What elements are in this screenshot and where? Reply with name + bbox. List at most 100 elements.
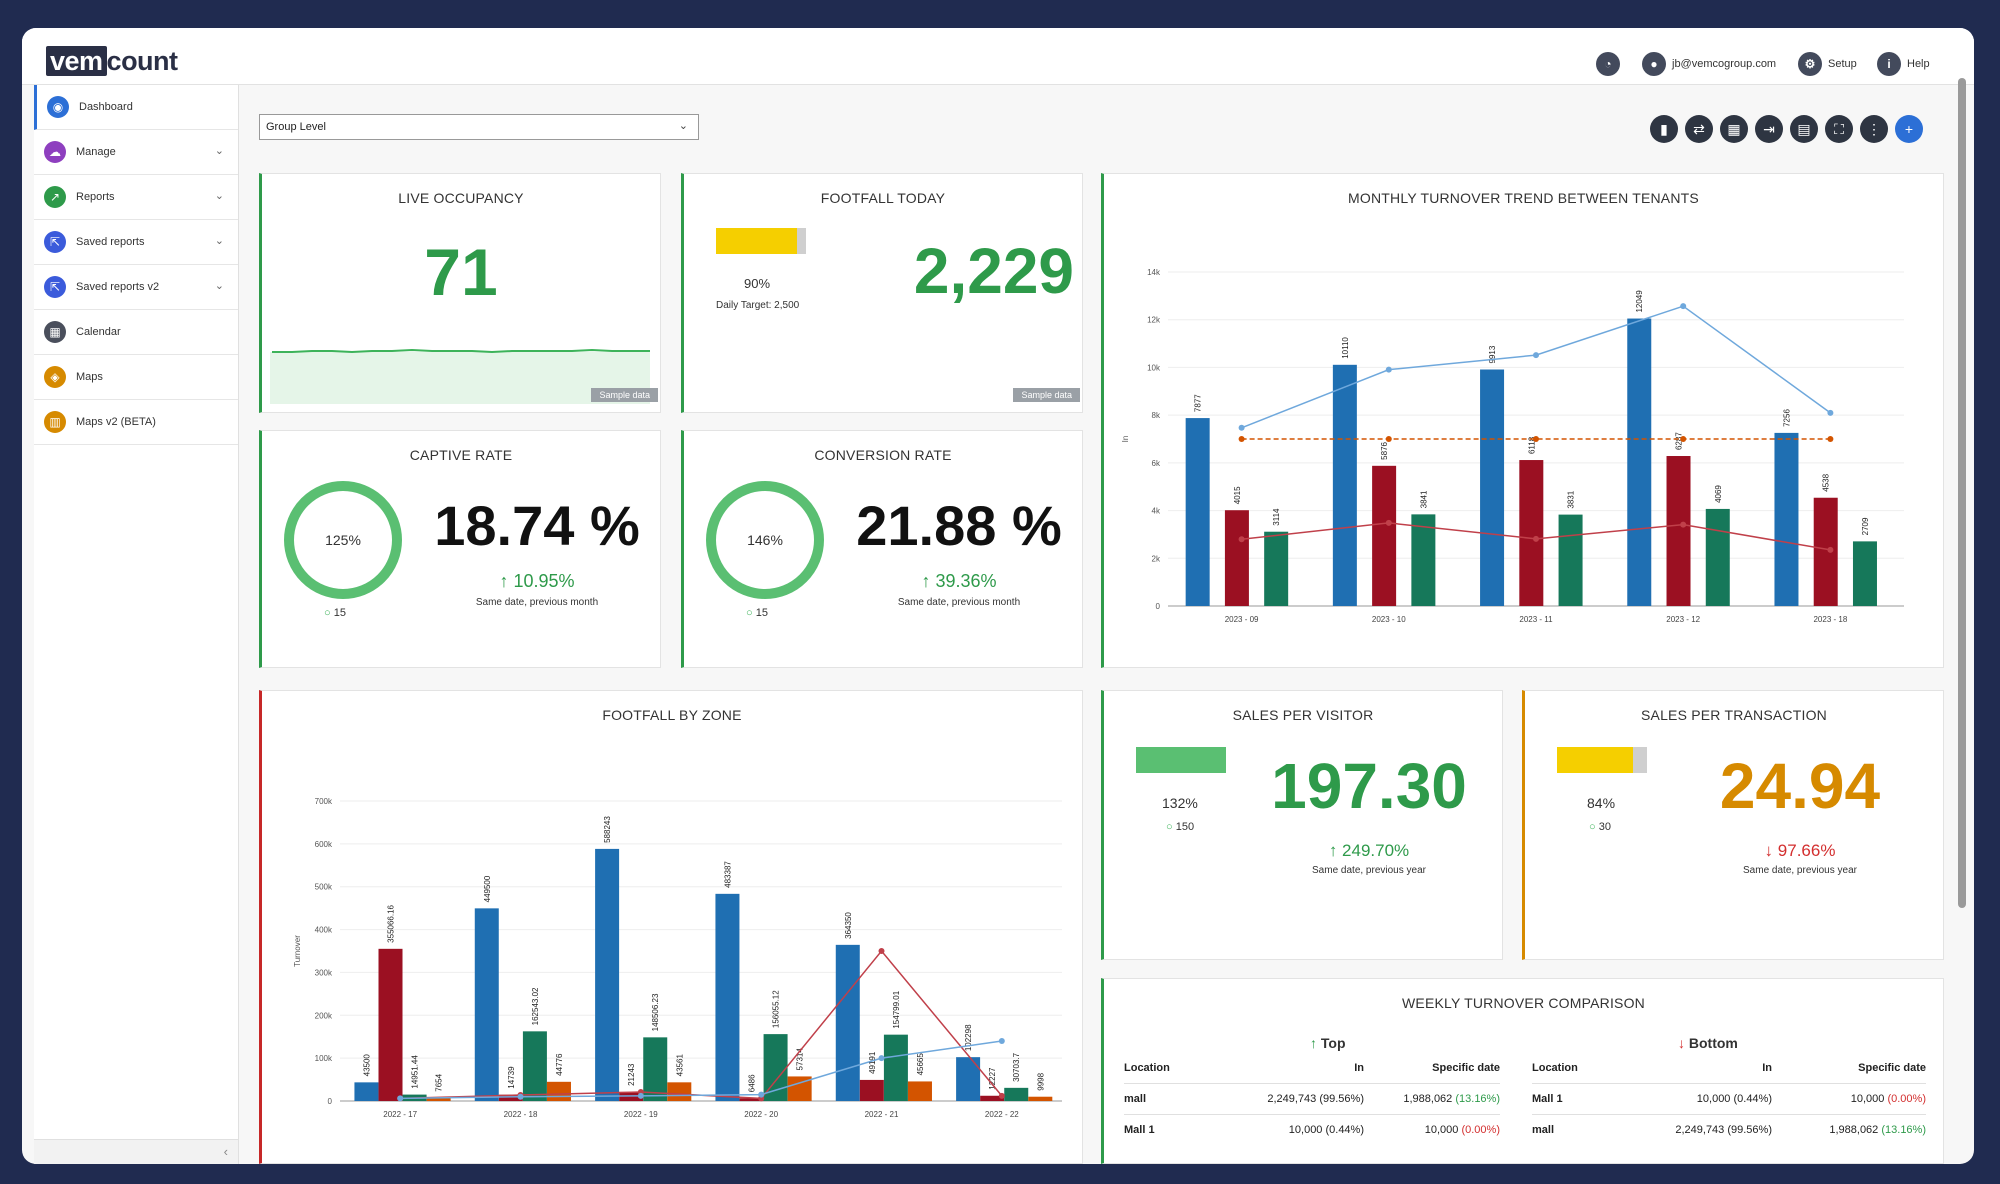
line-point [1238, 536, 1245, 543]
bar-zone-a [835, 944, 860, 1101]
sidebar-item-reports[interactable]: ↗ Reports ⌄ [34, 175, 238, 220]
bar-tenant-c [1852, 541, 1877, 606]
line-point [517, 1093, 524, 1100]
sidebar-item-saved-reports-v2[interactable]: ⇱ Saved reports v2 ⌄ [34, 265, 238, 310]
spv-value: 197.30 [1271, 750, 1467, 822]
sidebar-item-maps[interactable]: ◈ Maps [34, 355, 238, 400]
arrow-down-icon: ↓ [1678, 1035, 1685, 1051]
more-button[interactable]: ⋮ [1860, 115, 1888, 143]
spv-progress-fill [1136, 747, 1226, 773]
add-widget-button[interactable]: + [1895, 115, 1923, 143]
data-label: 162543.02 [531, 987, 540, 1025]
page-scrollbar[interactable] [1958, 68, 1966, 1118]
top-bar: vem count ◔ ● jb@vemcogroup.com ⚙ Setup i He… [22, 28, 1974, 85]
cell-in: 10,000 (0.44%) [1696, 1093, 1772, 1105]
sidebar-item-saved-reports[interactable]: ⇱ Saved reports ⌄ [34, 220, 238, 265]
setup-label: Setup [1828, 58, 1857, 70]
y-tick-label: 300k [315, 968, 333, 977]
sidebar-item-label: Reports [76, 191, 115, 203]
captive-ring-sub-value: 15 [333, 607, 346, 619]
card-title: FOOTFALL BY ZONE [602, 707, 742, 723]
spt-value: 24.94 [1719, 750, 1881, 822]
data-label: 3841 [1419, 490, 1428, 508]
setup-button[interactable]: ⚙ Setup [1798, 52, 1857, 76]
map-icon: ◈ [44, 366, 66, 388]
notifications-button[interactable]: ◔ [1596, 52, 1626, 76]
footfall-progress-track [716, 228, 806, 254]
circle-icon: ○ [746, 607, 753, 619]
logo[interactable]: vem count [46, 46, 178, 77]
fullscreen-button[interactable]: ⛶ [1825, 115, 1853, 143]
spv-percent: 132% [1162, 795, 1198, 811]
bar-tenant-a [1774, 432, 1799, 606]
bar-tenant-c [1411, 514, 1436, 606]
line-point [1533, 535, 1539, 542]
bar-zone-c [883, 1034, 908, 1101]
col-specific-date: Specific date [1432, 1062, 1500, 1074]
data-label: 148506.23 [651, 993, 660, 1031]
card-title: MONTHLY TURNOVER TREND BETWEEN TENANTS [1348, 190, 1699, 206]
bar-tenant-b [1224, 510, 1249, 606]
user-menu[interactable]: ● jb@vemcogroup.com [1642, 52, 1776, 76]
cell-sd-value: 10,000 [1424, 1124, 1459, 1136]
bar-tenant-a [1480, 369, 1505, 606]
sidebar-item-label: Calendar [76, 326, 121, 338]
bar-zone-c [1004, 1087, 1029, 1101]
group-level-select[interactable]: Group Level ⌄ [259, 114, 699, 140]
sidebar-collapse[interactable]: ‹ [34, 1139, 238, 1164]
data-label: 6287 [1675, 432, 1684, 450]
sidebar-item-dashboard[interactable]: ◉ Dashboard [34, 85, 238, 130]
col-location: Location [1532, 1062, 1578, 1074]
swap-icon: ⇄ [1693, 120, 1705, 137]
calendar-button[interactable]: ▦ [1720, 115, 1748, 143]
sidebar-item-calendar[interactable]: ▦ Calendar [34, 310, 238, 355]
data-label: 14739 [507, 1066, 516, 1089]
swap-button[interactable]: ⇄ [1685, 115, 1713, 143]
line-point [1238, 436, 1245, 442]
cell-sd-pct: (13.16%) [1881, 1124, 1926, 1136]
line-point [1385, 436, 1392, 442]
line-point [998, 1092, 1005, 1099]
chart-icon: ↗ [44, 186, 66, 208]
x-tick-label: 2023 - 18 [1813, 615, 1847, 624]
export-icon: ⇥ [1763, 120, 1775, 137]
line-point [1385, 366, 1392, 373]
occupancy-value: 71 [424, 235, 498, 309]
help-button[interactable]: i Help [1877, 52, 1930, 76]
bar-zone-b [739, 1098, 764, 1101]
x-tick-label: 2023 - 10 [1372, 615, 1406, 624]
sidebar-item-label: Maps v2 (BETA) [76, 416, 156, 428]
line-point [1533, 436, 1539, 442]
x-tick-label: 2022 - 19 [624, 1110, 658, 1119]
clipboard-button[interactable]: ▮ [1650, 115, 1678, 143]
footfall-value: 2,229 [913, 235, 1074, 307]
sidebar-item-maps-v2[interactable]: ▥ Maps v2 (BETA) [34, 400, 238, 445]
bar-zone-c [522, 1031, 547, 1101]
export-button[interactable]: ⇥ [1755, 115, 1783, 143]
y-tick-label: 400k [315, 926, 333, 935]
bar-zone-d [907, 1081, 932, 1101]
chevron-down-icon: ⌄ [214, 190, 224, 202]
globe-icon: ◔ [1596, 52, 1620, 76]
cell-sd-value: 1,988,062 [1829, 1124, 1879, 1136]
y-tick-label: 14k [1147, 268, 1161, 277]
data-label: 4538 [1822, 473, 1831, 491]
plus-icon: + [1904, 121, 1914, 137]
calendar-icon: ▦ [1727, 120, 1741, 137]
sidebar-item-manage[interactable]: ☁ Manage ⌄ [34, 130, 238, 175]
sidebar-item-label: Saved reports [76, 236, 145, 248]
live-occupancy-card: LIVE OCCUPANCY 71 Sample data [259, 173, 661, 413]
circle-icon: ○ [324, 607, 331, 619]
sample-data-badge: Sample data [591, 388, 658, 402]
bottom-label: Bottom [1688, 1035, 1738, 1051]
col-in: In [1354, 1062, 1364, 1074]
spt-compare: Same date, previous year [1743, 865, 1857, 876]
line-point [1680, 436, 1687, 442]
scrollbar-thumb[interactable] [1958, 78, 1966, 908]
y-tick-label: 6k [1152, 459, 1161, 468]
y-tick-label: 8k [1152, 411, 1161, 420]
col-location: Location [1124, 1062, 1170, 1074]
y-tick-label: 12k [1147, 316, 1161, 325]
document-button[interactable]: ▤ [1790, 115, 1818, 143]
